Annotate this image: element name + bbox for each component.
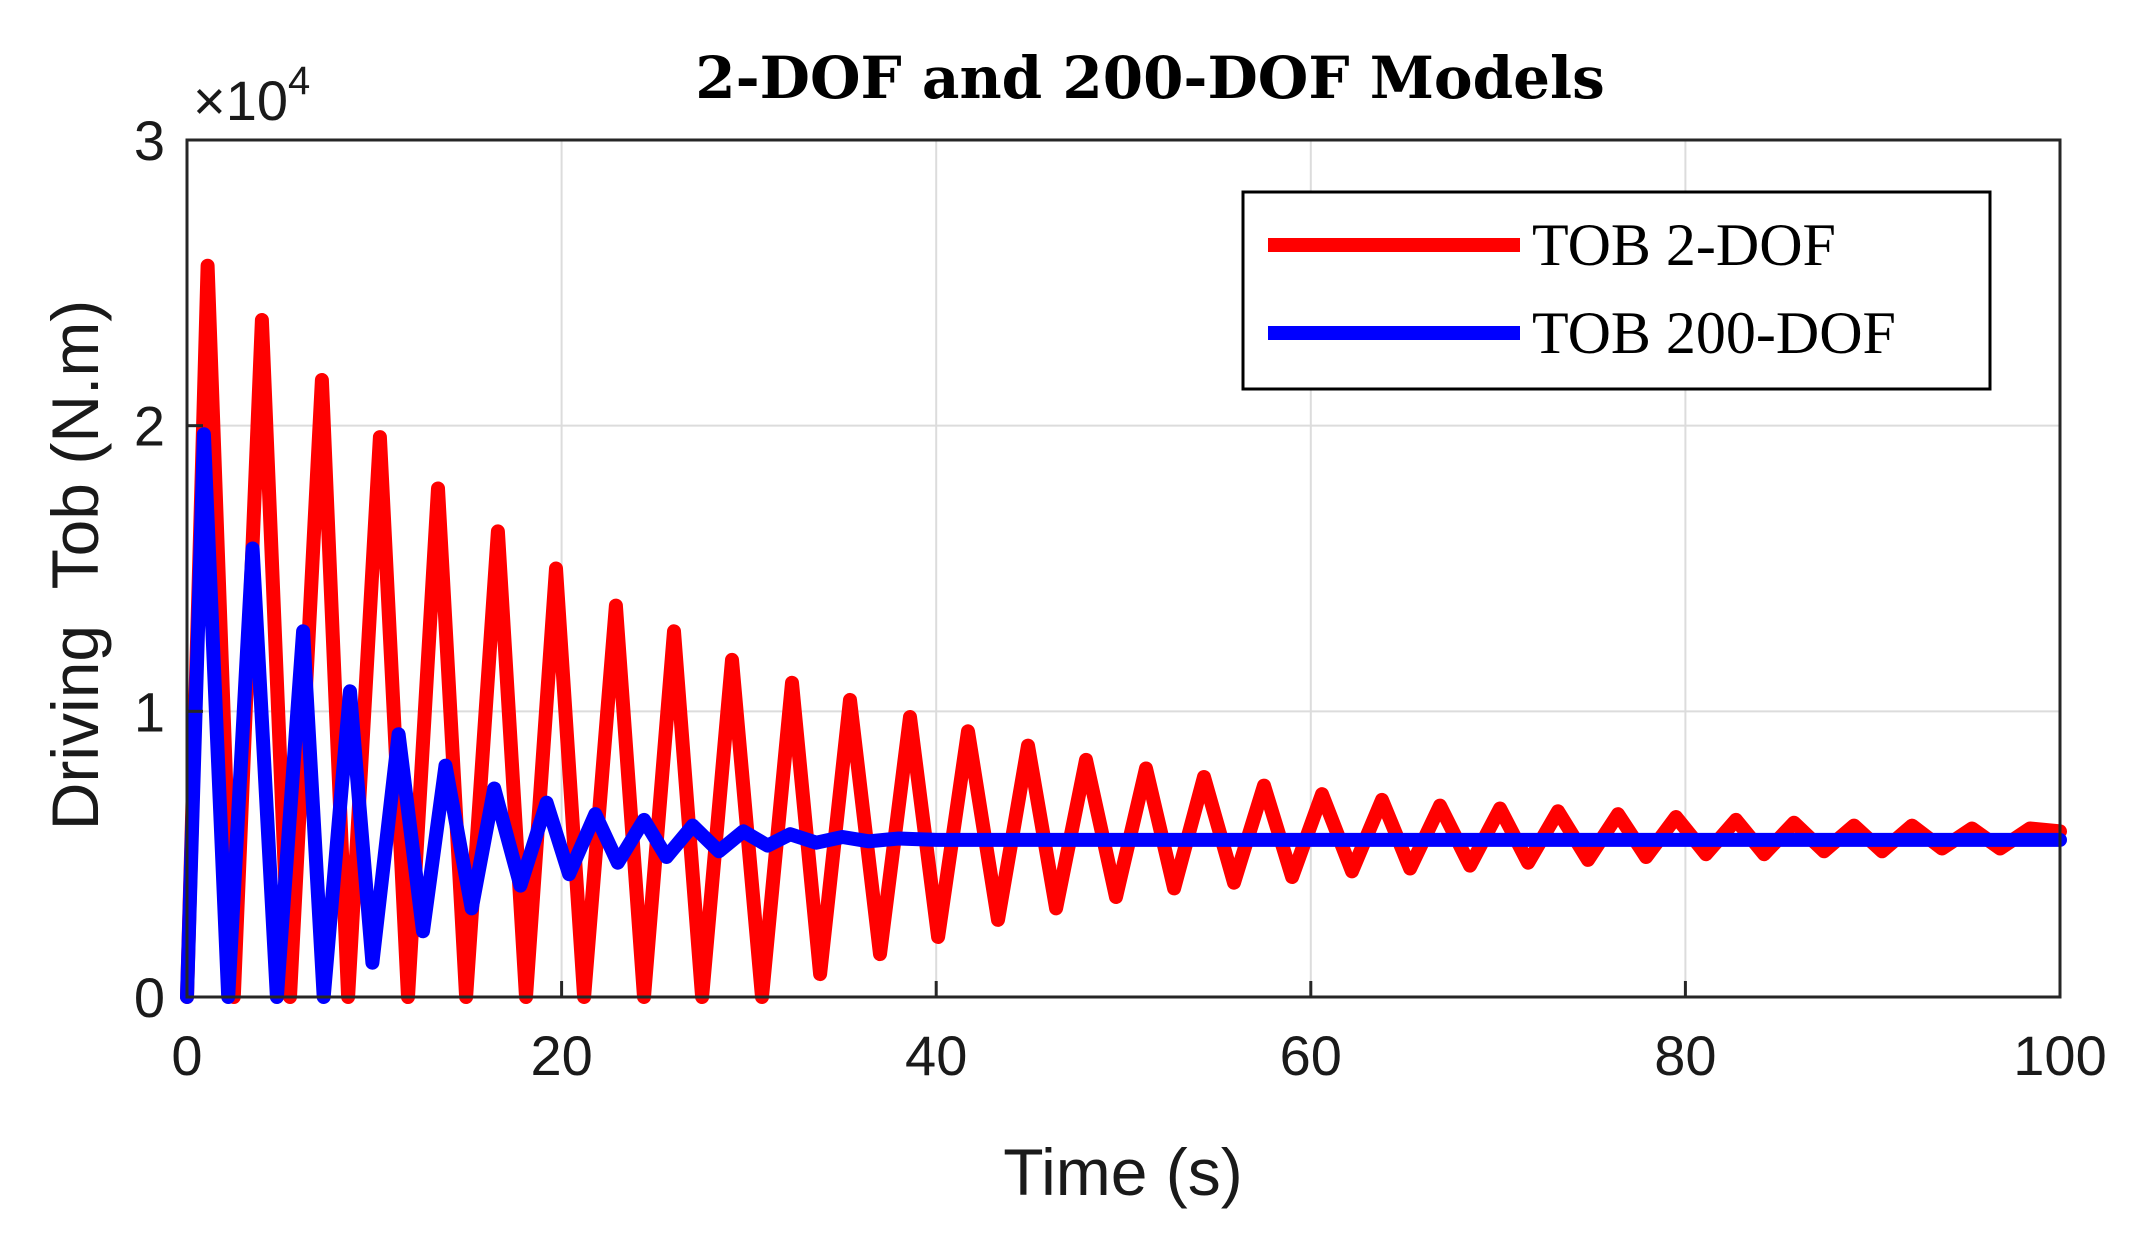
series-line-tob-2dof bbox=[180, 258, 2067, 1004]
y-axis-label: Driving Tob (N.m) bbox=[38, 300, 112, 831]
legend: TOB 2-DOF TOB 200-DOF bbox=[1241, 190, 1992, 391]
y-multiplier-exponent: 4 bbox=[288, 59, 310, 103]
y-axis-multiplier: ×104 bbox=[193, 59, 310, 132]
x-tick-label: 0 bbox=[171, 1024, 202, 1087]
y-tick-label: 1 bbox=[134, 680, 165, 743]
x-tick-label: 80 bbox=[1654, 1024, 1716, 1087]
chart-title: 2-DOF and 200-DOF Models bbox=[695, 44, 1604, 112]
legend-label-tob-2dof: TOB 2-DOF bbox=[1532, 212, 1836, 278]
y-multiplier-base: ×10 bbox=[193, 69, 288, 132]
y-tick-label: 2 bbox=[134, 395, 165, 458]
y-tick-label: 0 bbox=[134, 966, 165, 1029]
series-line-tob-200dof bbox=[180, 427, 2067, 1004]
x-tick-label: 40 bbox=[905, 1024, 967, 1087]
x-axis-label: Time (s) bbox=[1003, 1135, 1243, 1209]
ticks: 0 20 40 60 80 100 0 1 2 3 bbox=[134, 109, 2107, 1087]
grid bbox=[187, 140, 2060, 997]
axes-box bbox=[185, 138, 2062, 999]
legend-box bbox=[1241, 190, 1992, 391]
y-tick-label: 3 bbox=[134, 109, 165, 172]
x-tick-label: 100 bbox=[2013, 1024, 2106, 1087]
x-tick-label: 60 bbox=[1280, 1024, 1342, 1087]
x-tick-label: 20 bbox=[530, 1024, 592, 1087]
legend-label-tob-200dof: TOB 200-DOF bbox=[1532, 300, 1896, 366]
series-layer bbox=[180, 258, 2067, 1004]
